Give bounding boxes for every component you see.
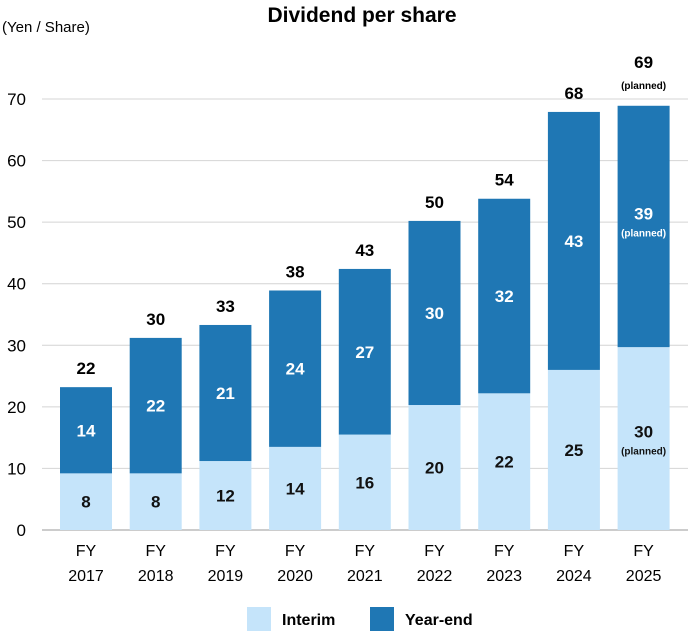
year-end-value-label: 21 (216, 384, 235, 403)
x-tick-label-year: 2018 (138, 568, 174, 585)
x-tick-label-prefix: FY (355, 543, 376, 560)
bar-year-end (617, 105, 670, 348)
total-value-label: 30 (146, 310, 165, 329)
total-value-label: 38 (286, 262, 305, 281)
x-tick-label-year: 2017 (68, 568, 104, 585)
planned-note: (planned) (621, 81, 666, 92)
bar-year-end (478, 198, 531, 394)
y-tick-label: 30 (7, 336, 26, 355)
interim-value-label: 14 (286, 479, 305, 498)
year-end-value-label: 22 (146, 397, 165, 416)
total-value-label: 68 (564, 84, 583, 103)
legend-swatch-interim (247, 607, 271, 631)
interim-value-label: 22 (495, 453, 514, 472)
x-tick-label-year: 2020 (277, 568, 313, 585)
interim-value-label: 25 (564, 441, 583, 460)
x-tick-label-prefix: FY (633, 543, 654, 560)
year-end-value-label: 14 (77, 421, 96, 440)
bar-interim (199, 461, 252, 530)
x-tick-label-year: 2019 (208, 568, 244, 585)
year-end-value-label: 30 (425, 304, 444, 323)
x-tick-label-prefix: FY (215, 543, 236, 560)
bar-year-end (547, 111, 600, 370)
interim-value-label: 8 (151, 493, 160, 512)
legend-label-year-end: Year-end (405, 612, 473, 629)
interim-value-label: 16 (355, 473, 374, 492)
total-value-label: 69 (634, 53, 653, 72)
bar-year-end (199, 324, 252, 462)
total-value-label: 50 (425, 193, 444, 212)
chart-title: Dividend per share (267, 4, 456, 27)
bar-interim (338, 434, 391, 530)
bar-year-end (338, 268, 391, 435)
bar-interim (269, 446, 322, 530)
total-value-label: 33 (216, 297, 235, 316)
bar-interim (478, 393, 531, 530)
x-tick-label-year: 2021 (347, 568, 383, 585)
y-tick-label: 50 (7, 213, 26, 232)
bar-year-end (60, 387, 112, 474)
y-tick-label: 70 (7, 90, 26, 109)
data-labels: 8 14 22 8 22 30 12 21 33 14 24 38 16 27 43 20 30 50 22 32 54… (77, 53, 667, 512)
x-axis: FY 2017 FY 2018 FY 2019 FY 2020 FY 2021 FY 2022 FY 20… (68, 543, 661, 585)
legend-swatch-year-end (370, 607, 394, 631)
year-end-value-label: 24 (286, 360, 305, 379)
x-tick-label-prefix: FY (76, 543, 97, 560)
y-tick-label: 40 (7, 275, 26, 294)
x-tick-label-year: 2025 (626, 568, 662, 585)
total-value-label: 43 (355, 241, 374, 260)
bar-year-end (269, 290, 322, 447)
bar-interim (408, 405, 461, 530)
x-tick-label-year: 2024 (556, 568, 592, 585)
y-axis: 0 10 20 30 40 50 60 70 (7, 90, 26, 540)
bar-year-end (408, 220, 461, 406)
planned-note: (planned) (621, 228, 666, 239)
bars (60, 105, 670, 530)
interim-value-label: 12 (216, 487, 235, 506)
unit-label: (Yen / Share) (2, 19, 90, 36)
interim-value-label: 30 (634, 423, 653, 442)
y-tick-label: 60 (7, 152, 26, 171)
y-tick-label: 0 (17, 521, 26, 540)
interim-value-label: 8 (81, 493, 90, 512)
interim-value-label: 20 (425, 459, 444, 478)
year-end-value-label: 32 (495, 287, 514, 306)
year-end-value-label: 27 (355, 343, 374, 362)
y-tick-label: 20 (7, 398, 26, 417)
y-tick-label: 10 (7, 459, 26, 478)
legend-label-interim: Interim (282, 612, 335, 629)
bar-interim (617, 347, 670, 530)
bar-interim (547, 369, 600, 530)
x-tick-label-prefix: FY (494, 543, 515, 560)
year-end-value-label: 39 (634, 204, 653, 223)
x-tick-label-year: 2023 (486, 568, 522, 585)
year-end-value-label: 43 (564, 232, 583, 251)
total-value-label: 54 (495, 171, 514, 190)
bar-interim (129, 473, 182, 530)
bar-interim (60, 473, 112, 530)
x-tick-label-year: 2022 (417, 568, 453, 585)
planned-note: (planned) (621, 447, 666, 458)
x-tick-label-prefix: FY (145, 543, 166, 560)
x-tick-label-prefix: FY (564, 543, 585, 560)
legend: Interim Year-end (247, 607, 473, 631)
total-value-label: 22 (77, 359, 96, 378)
bar-year-end (129, 337, 182, 474)
x-tick-label-prefix: FY (285, 543, 306, 560)
x-tick-label-prefix: FY (424, 543, 445, 560)
